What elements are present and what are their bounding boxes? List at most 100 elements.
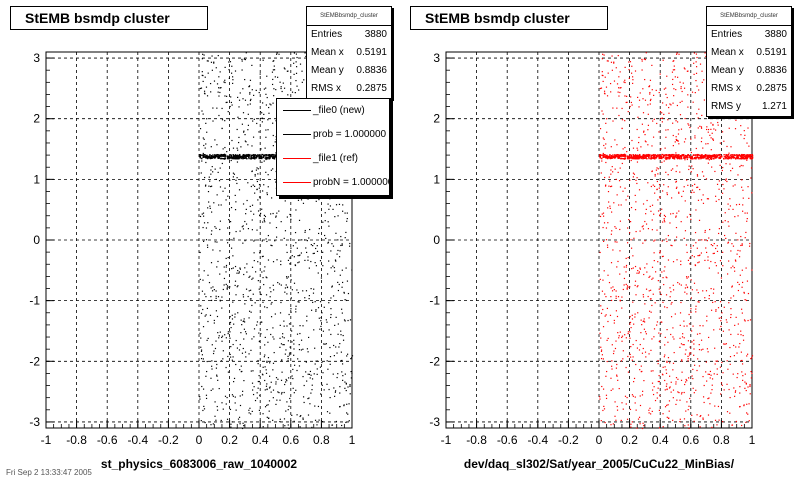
scatter-point	[726, 273, 729, 275]
scatter-point	[249, 99, 252, 102]
scatter-point	[655, 169, 658, 171]
scatter-point	[636, 182, 638, 185]
scatter-point	[599, 215, 602, 218]
scatter-point	[270, 381, 272, 383]
band-point	[723, 158, 725, 160]
scatter-point	[653, 185, 656, 188]
scatter-point	[290, 297, 293, 299]
band-point	[712, 157, 715, 160]
scatter-point	[267, 119, 269, 121]
band-point	[648, 155, 651, 157]
scatter-point	[703, 175, 705, 177]
scatter-point	[599, 396, 601, 398]
scatter-point	[651, 64, 653, 67]
x-tick-label: 1	[749, 433, 756, 447]
band-point	[208, 157, 211, 159]
scatter-point	[249, 79, 252, 81]
scatter-point	[644, 321, 646, 323]
band-point	[618, 154, 621, 156]
scatter-point	[219, 220, 222, 222]
scatter-point	[638, 271, 640, 273]
scatter-point	[724, 212, 726, 214]
band-point	[252, 155, 254, 157]
scatter-point	[235, 294, 237, 296]
scatter-point	[227, 355, 229, 358]
band-point	[207, 157, 210, 159]
scatter-point	[683, 67, 685, 69]
scatter-point	[307, 373, 309, 375]
band-point	[229, 156, 231, 158]
scatter-point	[612, 286, 614, 288]
scatter-point	[272, 261, 275, 263]
scatter-point	[600, 312, 603, 314]
scatter-point	[737, 289, 740, 292]
band-point	[685, 156, 687, 158]
scatter-point	[265, 93, 267, 95]
scatter-point	[284, 68, 286, 70]
scatter-point	[629, 179, 631, 181]
scatter-point	[626, 396, 628, 399]
scatter-point	[199, 215, 202, 218]
band-point	[638, 156, 640, 158]
scatter-point	[304, 52, 306, 54]
scatter-point	[686, 179, 688, 181]
scatter-point	[642, 112, 645, 114]
scatter-point	[211, 365, 213, 367]
scatter-point	[241, 226, 243, 228]
scatter-point	[722, 251, 724, 253]
band-point	[725, 157, 727, 160]
scatter-point	[681, 360, 683, 362]
scatter-point	[715, 265, 718, 267]
scatter-point	[695, 389, 697, 391]
scatter-point	[245, 52, 247, 54]
band-point	[238, 156, 240, 158]
scatter-point	[656, 167, 658, 169]
band-point	[204, 155, 207, 158]
scatter-point	[642, 88, 644, 90]
band-point	[692, 157, 694, 160]
scatter-point	[296, 56, 298, 59]
band-point	[745, 154, 747, 156]
scatter-point	[675, 216, 677, 218]
scatter-point	[267, 417, 270, 420]
scatter-point	[743, 130, 745, 132]
scatter-point	[238, 416, 241, 418]
scatter-point	[246, 271, 248, 273]
scatter-point	[287, 259, 290, 261]
scatter-point	[641, 58, 643, 61]
scatter-point	[333, 355, 335, 357]
scatter-point	[264, 406, 267, 408]
scatter-point	[728, 388, 730, 391]
scatter-point	[308, 295, 310, 297]
scatter-point	[671, 245, 673, 247]
scatter-point	[748, 197, 750, 199]
scatter-point	[290, 247, 292, 249]
scatter-point	[632, 147, 635, 149]
band-point	[751, 153, 754, 156]
scatter-point	[269, 362, 271, 364]
band-point	[750, 157, 752, 159]
scatter-point	[684, 159, 686, 161]
scatter-point	[298, 219, 301, 221]
scatter-point	[616, 83, 619, 85]
scatter-point	[211, 230, 213, 232]
band-point	[622, 154, 624, 156]
scatter-point	[733, 355, 735, 357]
scatter-point	[666, 388, 668, 391]
scatter-point	[735, 260, 737, 262]
scatter-point	[702, 417, 704, 419]
scatter-point	[623, 81, 625, 83]
band-point	[643, 153, 645, 156]
scatter-point	[633, 381, 635, 383]
band-point	[654, 158, 656, 160]
scatter-point	[659, 73, 661, 75]
scatter-point	[213, 202, 215, 204]
scatter-point	[693, 343, 695, 345]
scatter-point	[720, 325, 722, 328]
scatter-point	[644, 78, 646, 81]
scatter-point	[237, 141, 240, 144]
scatter-point	[642, 98, 644, 100]
scatter-point	[218, 180, 221, 182]
scatter-point	[698, 348, 701, 351]
x-tick-label: -0.6	[97, 433, 118, 447]
